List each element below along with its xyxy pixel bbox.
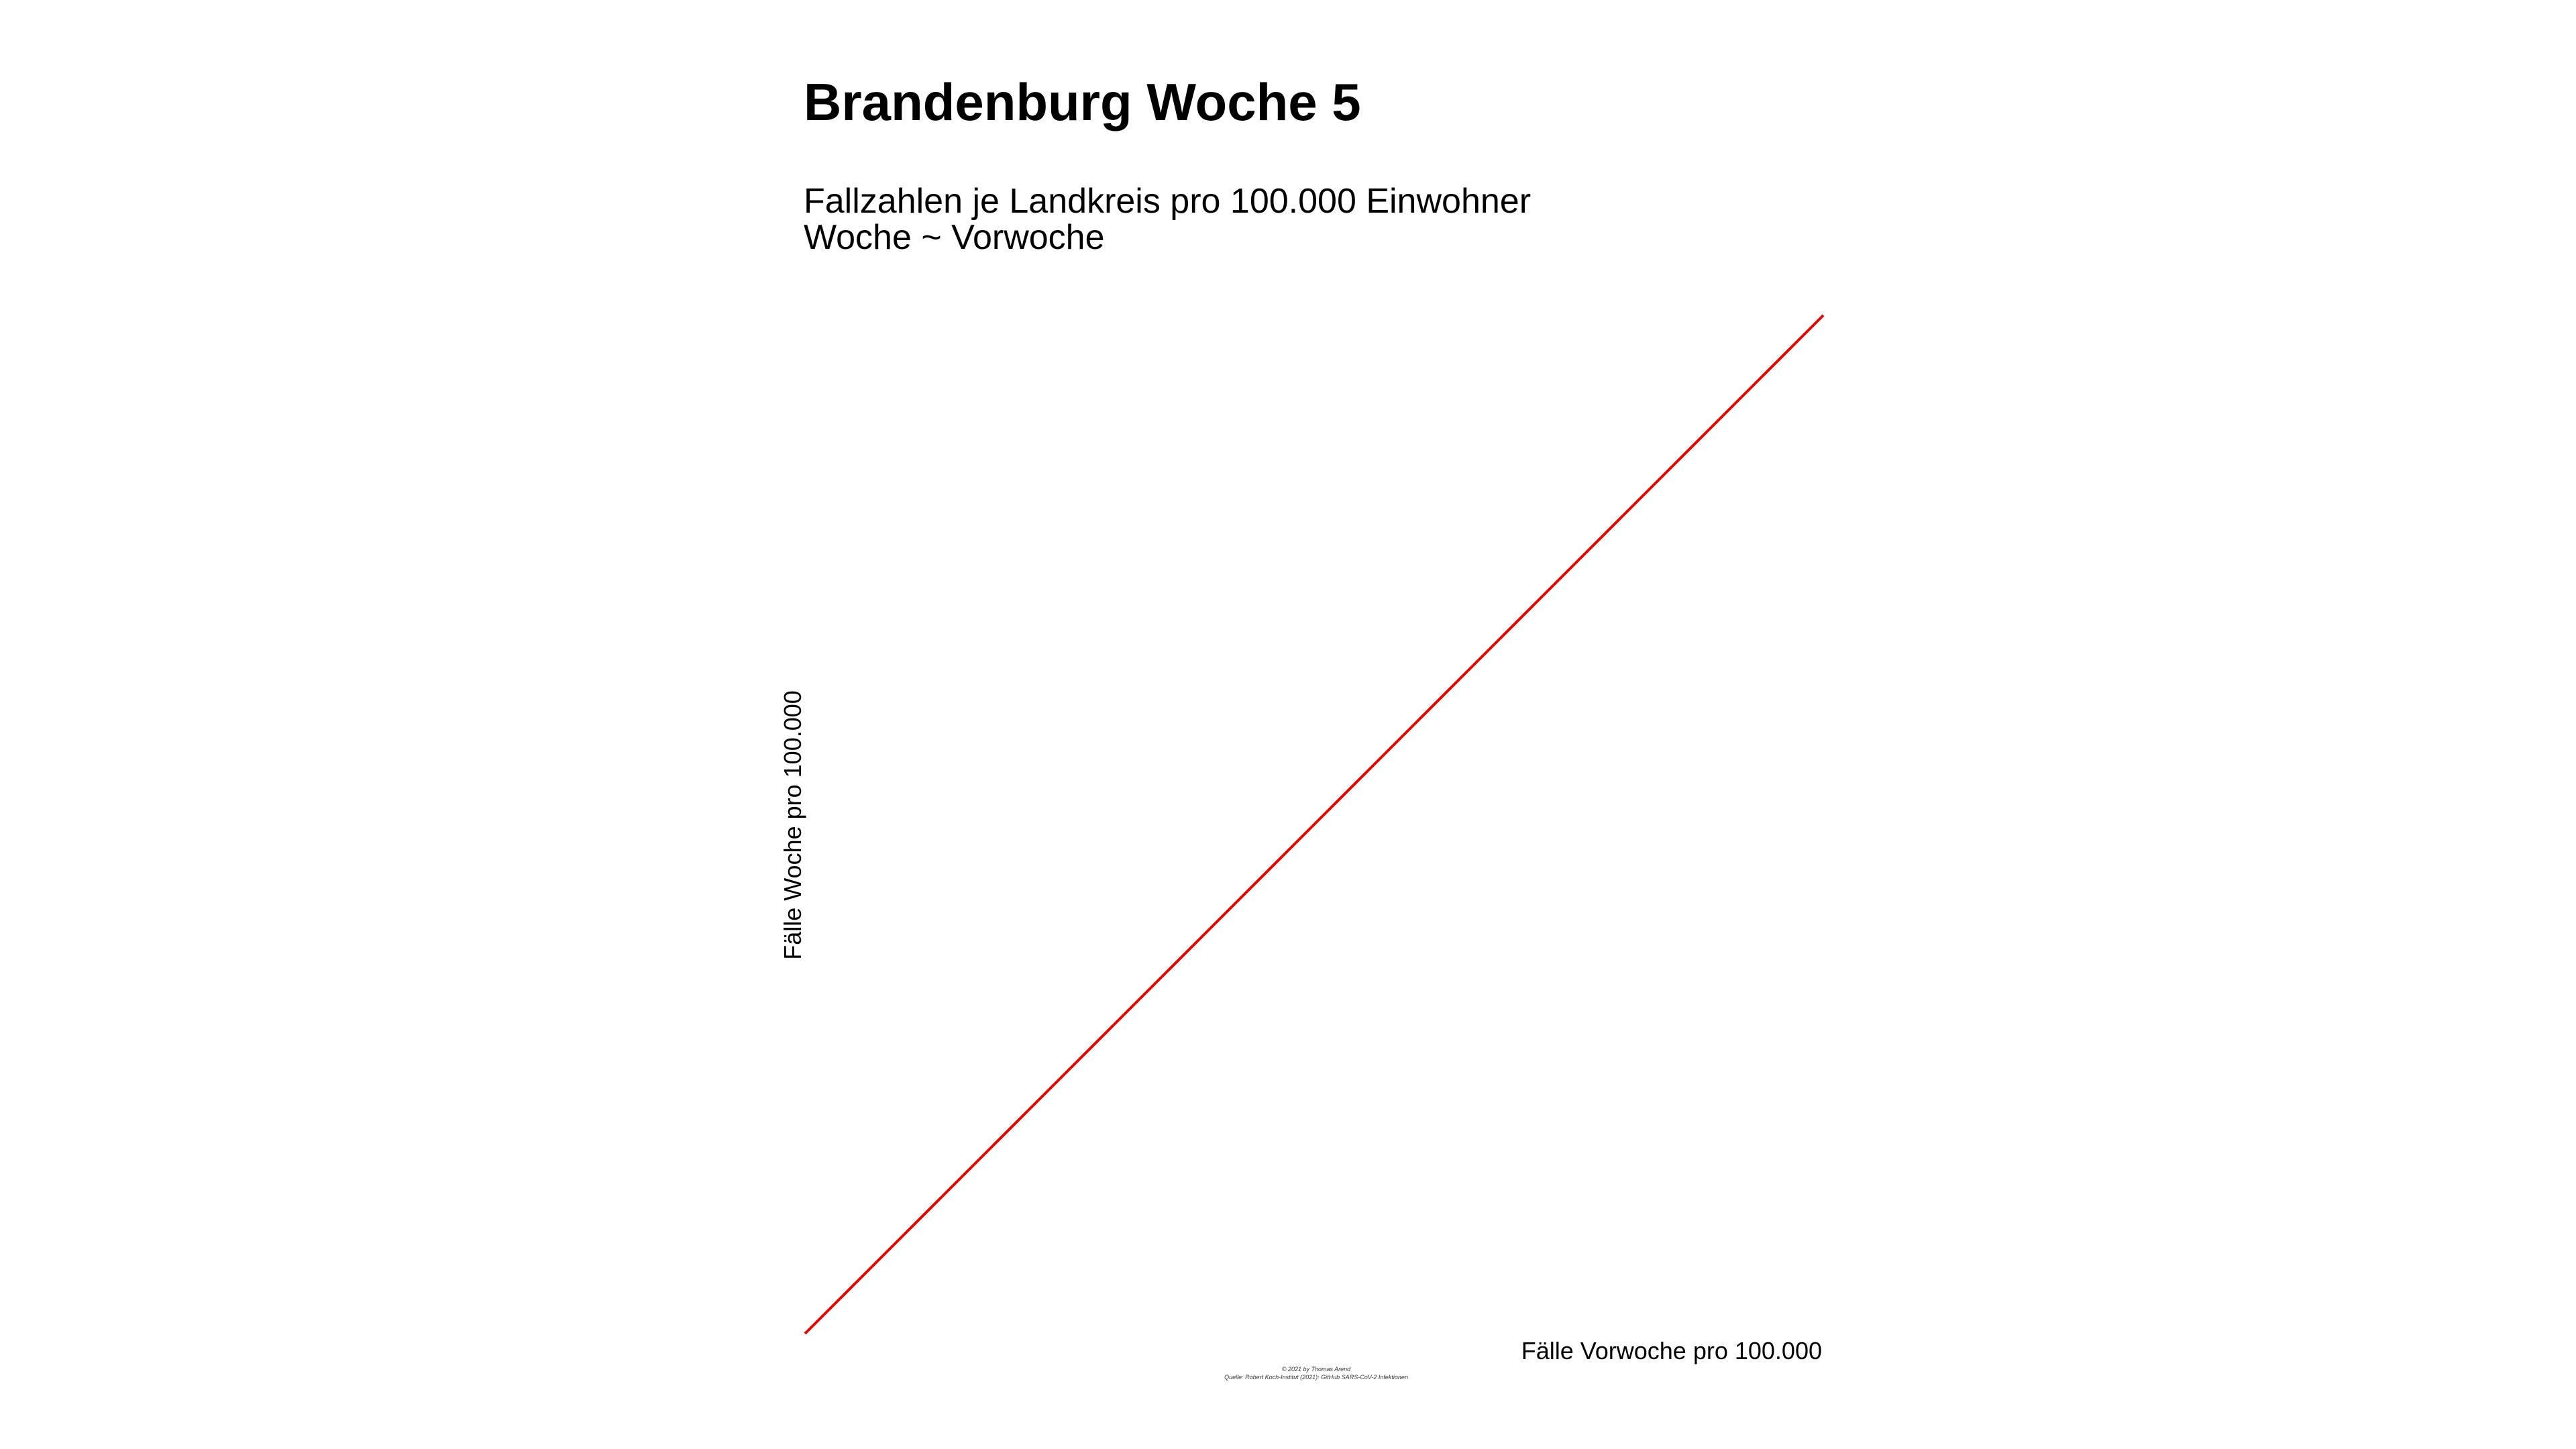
x-axis-label: Fälle Vorwoche pro 100.000 [1521,1337,1822,1364]
y-axis-label: Fälle Woche pro 100.000 [779,690,806,960]
chart-title: Brandenburg Woche 5 [804,72,1361,131]
chart-subtitle-line-1: Fallzahlen je Landkreis pro 100.000 Einw… [804,182,1532,221]
chart-subtitle-line-2: Woche ~ Vorwoche [804,218,1105,257]
series-line-0 [804,314,1825,1335]
copyright-caption: © 2021 by Thomas Arend [1281,1366,1351,1373]
source-caption: Quelle: Robert Koch-Institut (2021): Git… [1224,1374,1408,1381]
